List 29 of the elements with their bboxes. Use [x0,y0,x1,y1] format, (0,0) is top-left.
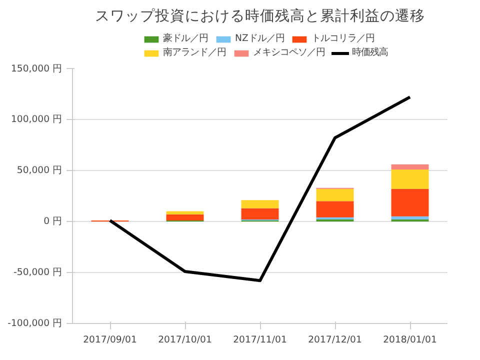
bar [241,208,279,220]
bar [391,169,429,189]
bar [391,216,429,220]
bar [166,211,204,214]
legend-label: 時価残高 [352,46,388,59]
bar [166,214,204,220]
x-tick-label: 2017/12/01 [308,334,362,346]
x-tick-label: 2017/11/01 [233,334,287,346]
y-tick-label: 150,000 円 [10,64,62,74]
bar [241,200,279,208]
line-series [108,96,412,282]
legend-label: 豪ドル／円 [163,32,208,45]
x-tick-label: 2018/01/01 [383,334,437,346]
y-tick-label: 50,000 円 [16,165,62,176]
y-tick-label: 100,000 円 [10,114,62,125]
legend-label: メキシコペソ／円 [253,46,325,59]
legend-label: 南アランド／円 [163,46,226,59]
bar [316,201,354,218]
bar [391,188,429,216]
legend-label: トルコリラ／円 [311,32,374,45]
bar [391,164,429,170]
y-tick-label: -100,000 円 [8,318,62,329]
y-tick-label: -50,000 円 [14,267,62,278]
legend-label: NZドル／円 [235,32,284,45]
x-tick-label: 2017/09/01 [83,334,137,346]
x-tick-label: 2017/10/01 [158,334,212,346]
bar [316,188,354,202]
chart-title: スワップ投資における時価残高と累計利益の遷移 [95,8,425,24]
y-tick-label: 0 円 [44,216,62,227]
